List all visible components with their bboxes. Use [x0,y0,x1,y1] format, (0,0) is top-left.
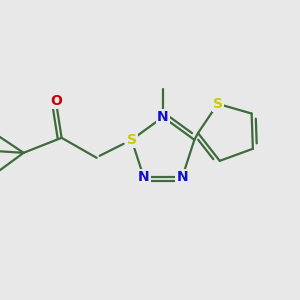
Text: N: N [177,170,188,184]
Text: O: O [51,94,63,108]
Text: S: S [127,133,136,147]
Text: N: N [138,170,149,184]
Text: S: S [213,97,223,111]
Text: N: N [157,110,169,124]
